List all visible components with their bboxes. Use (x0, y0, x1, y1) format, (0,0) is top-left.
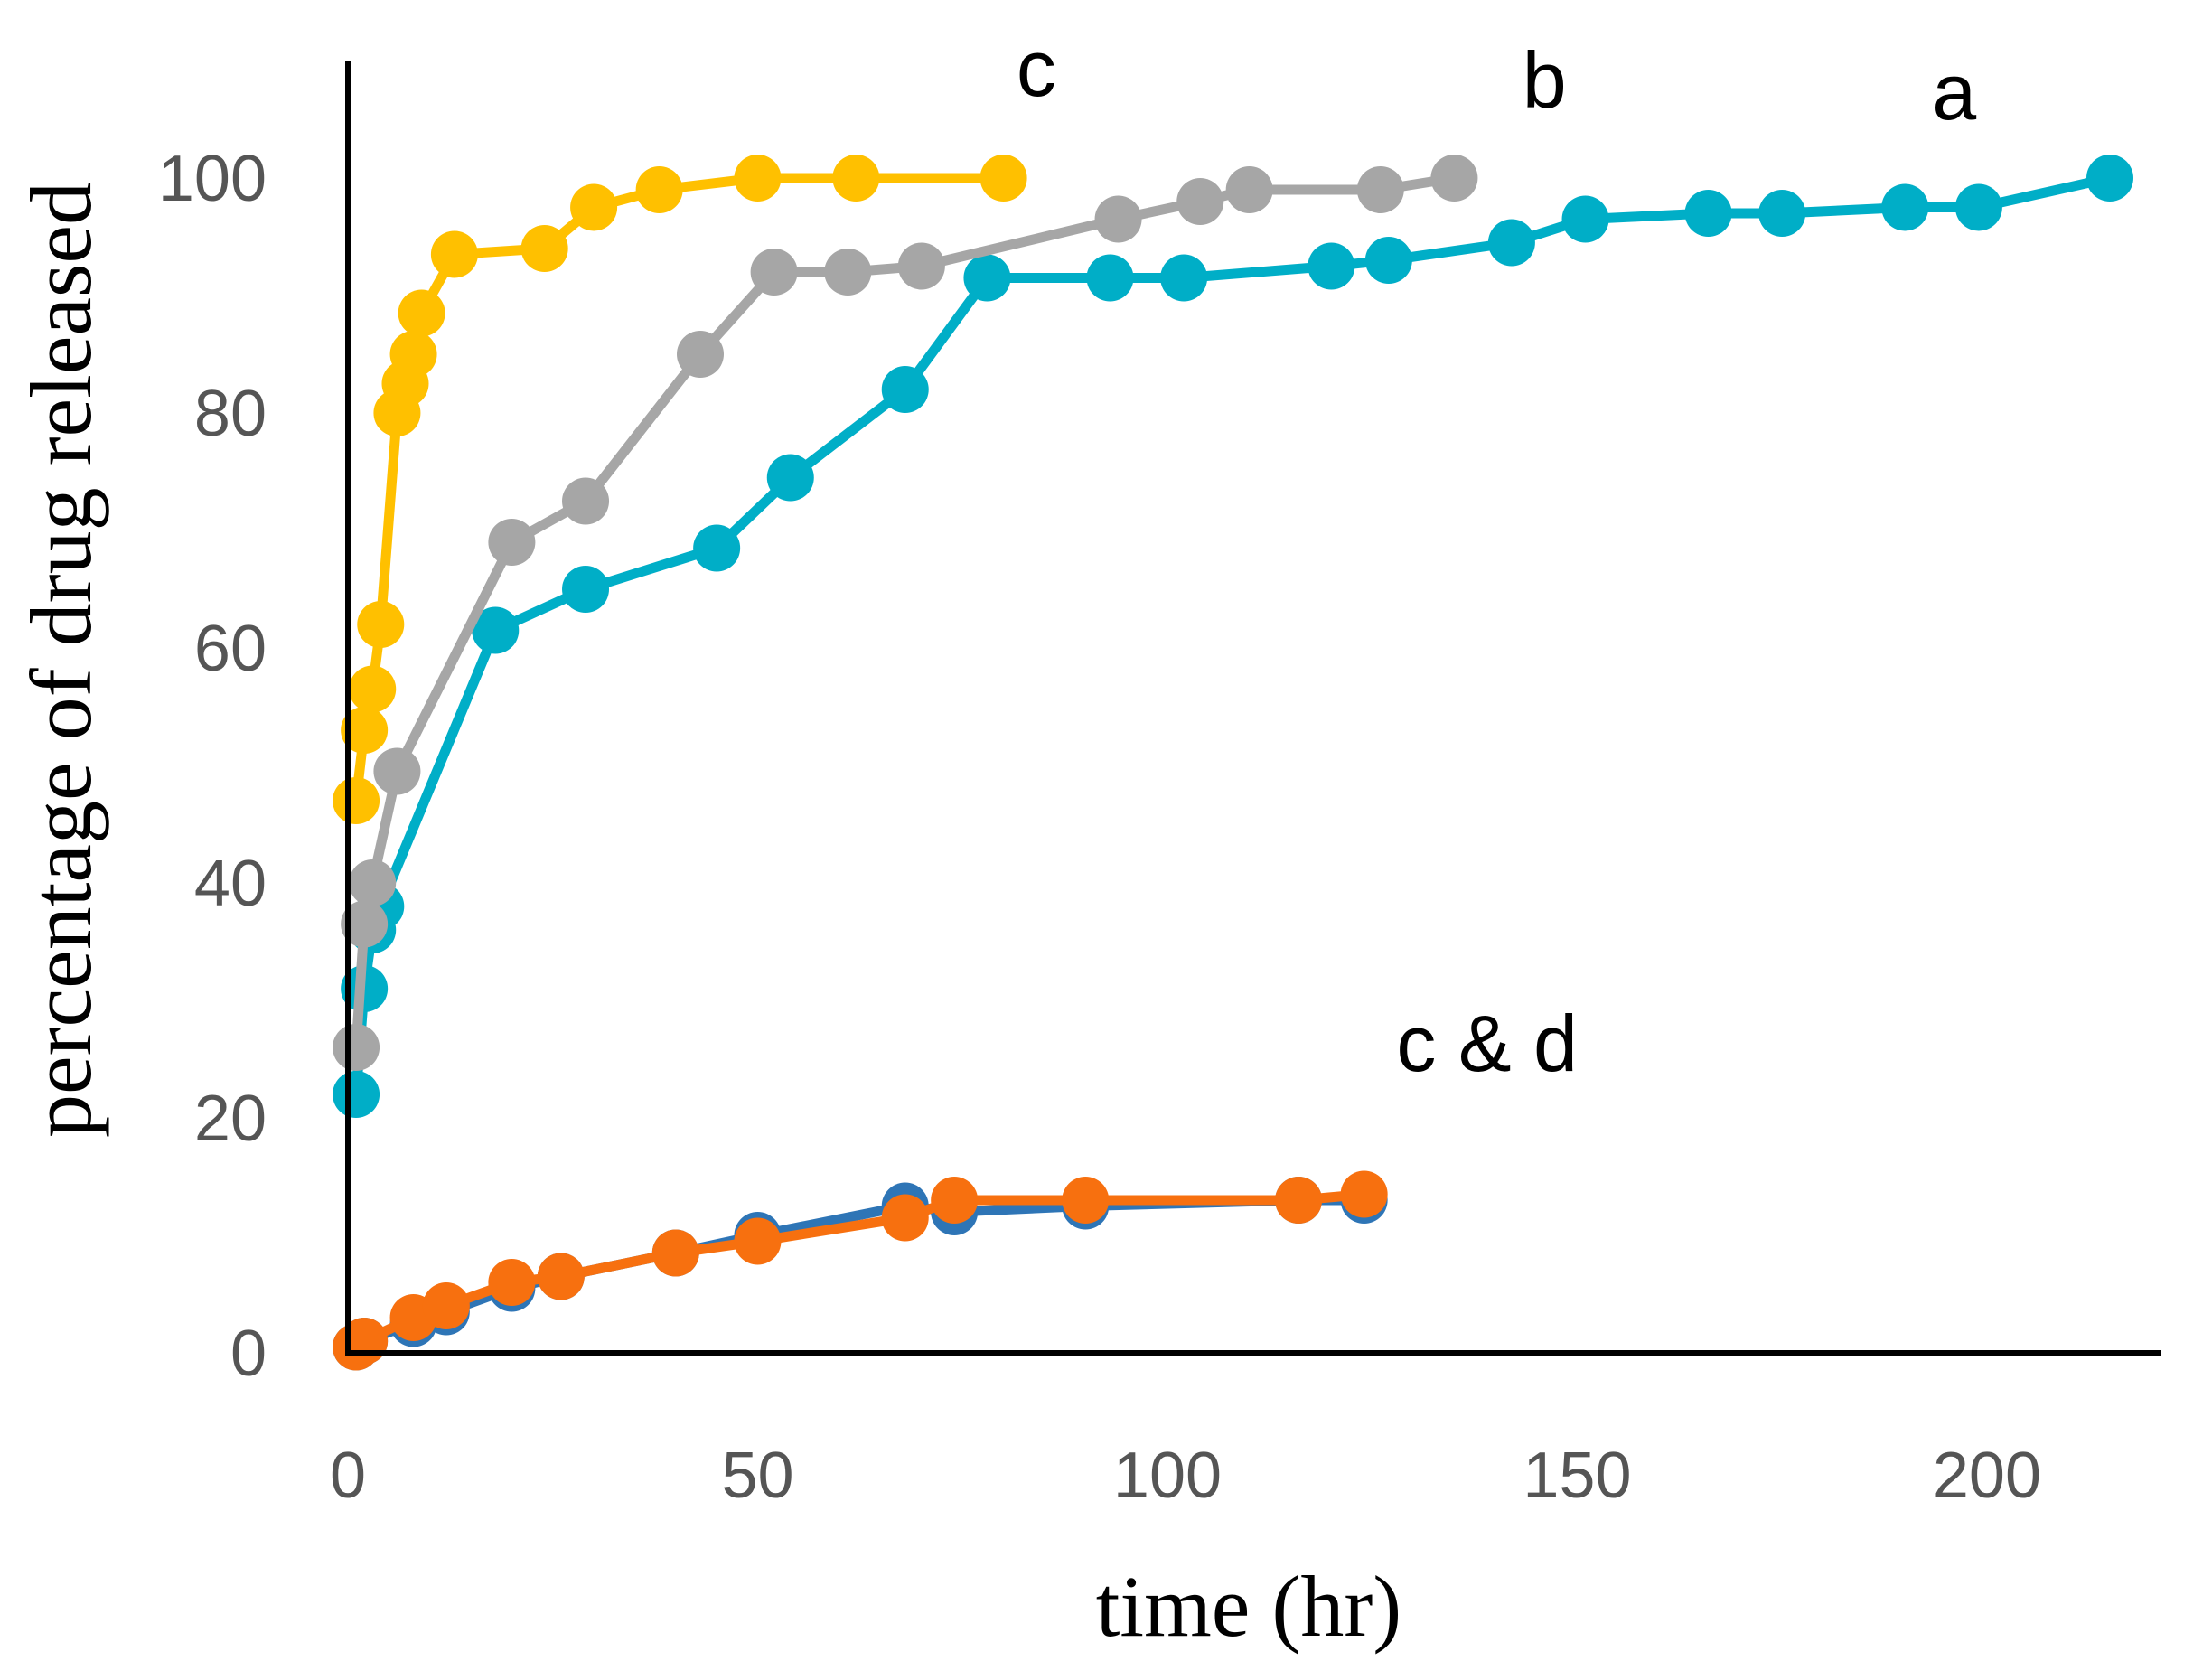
x-axis-title: time (hr) (1096, 1558, 1402, 1655)
data-point (1364, 237, 1412, 284)
data-point (1356, 166, 1404, 213)
data-point (677, 331, 724, 378)
data-point (1176, 178, 1224, 225)
data-point (1062, 1177, 1110, 1224)
x-tick-label: 150 (1523, 1440, 1631, 1512)
data-point (488, 1259, 536, 1306)
data-point (1340, 1170, 1388, 1218)
data-point (979, 155, 1027, 202)
y-tick-label: 0 (230, 1318, 267, 1390)
data-point (562, 566, 610, 613)
series-line (351, 173, 1456, 1048)
data-point (1094, 195, 1142, 243)
series-labels: c b a c & d (1017, 23, 1976, 1088)
y-tick-label: 100 (158, 143, 267, 215)
series-3 (333, 155, 1027, 824)
data-point (349, 665, 397, 713)
x-tick-label: 100 (1113, 1440, 1222, 1512)
data-point (1881, 183, 1929, 231)
data-point (1160, 254, 1208, 302)
data-point (1561, 195, 1609, 243)
data-point (430, 230, 478, 278)
tick-labels: 0 50 100 150 200 0 20 40 60 80 100 (158, 143, 2041, 1512)
data-point (1954, 183, 2002, 231)
data-point (422, 1282, 470, 1329)
data-point (766, 454, 814, 502)
data-point (734, 1217, 782, 1265)
data-point (693, 524, 741, 572)
data-point (357, 601, 405, 648)
data-point (832, 155, 880, 202)
data-point (562, 477, 610, 525)
series-annotation: a (1932, 47, 1976, 136)
data-point (1308, 242, 1355, 290)
x-tick-label: 200 (1933, 1440, 2041, 1512)
data-point (333, 1071, 380, 1118)
data-point (349, 859, 397, 906)
data-point (881, 1194, 929, 1242)
data-point (750, 249, 798, 296)
data-point (931, 1177, 979, 1224)
x-tick-label: 0 (330, 1440, 366, 1512)
data-point (398, 289, 445, 337)
data-point (2086, 155, 2133, 202)
data-point (1684, 190, 1732, 237)
data-point (570, 183, 618, 231)
data-point (1430, 155, 1478, 202)
y-tick-label: 40 (194, 848, 267, 920)
series-2 (333, 155, 1478, 1071)
data-point (488, 519, 536, 566)
series-annotation: c & d (1396, 999, 1578, 1088)
series-annotation: b (1523, 35, 1567, 125)
data-point (389, 331, 437, 378)
data-point (1225, 166, 1273, 213)
data-point (651, 1229, 699, 1277)
data-point (881, 366, 929, 413)
data-point (824, 249, 872, 296)
data-point (635, 166, 683, 213)
data-point (537, 1253, 585, 1300)
y-tick-label: 80 (194, 378, 267, 450)
data-point (897, 242, 945, 290)
data-point (1487, 219, 1535, 267)
data-point (734, 155, 782, 202)
data-point (341, 900, 389, 948)
data-point (1275, 1177, 1323, 1224)
data-point (520, 225, 568, 272)
series-annotation: c (1017, 23, 1056, 113)
data-point (1758, 190, 1806, 237)
data-point (1086, 254, 1134, 302)
x-tick-label: 50 (721, 1440, 793, 1512)
data-point (472, 606, 520, 654)
series-1 (333, 155, 2133, 1118)
axes (345, 61, 2161, 1356)
data-point (963, 254, 1011, 302)
y-tick-label: 60 (194, 613, 267, 685)
data-point (333, 1024, 380, 1071)
data-point (341, 707, 389, 754)
y-tick-label: 20 (194, 1083, 267, 1155)
data-point (373, 747, 421, 795)
data-point (333, 777, 380, 824)
series-line (351, 173, 2112, 1095)
y-axis-title: percentage of drug released (13, 182, 109, 1138)
plot-marks (333, 155, 2133, 1371)
series-5 (333, 1170, 1388, 1371)
